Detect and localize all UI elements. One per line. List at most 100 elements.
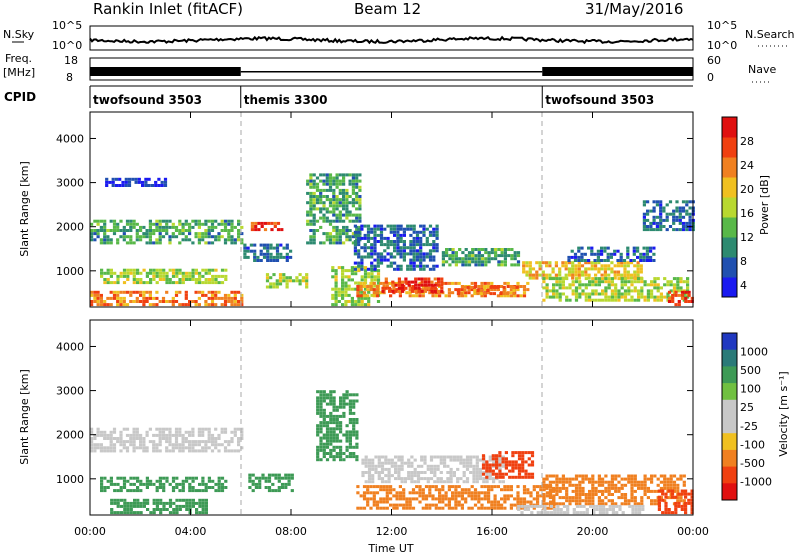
heatmap-cell <box>596 259 600 262</box>
heatmap-cell <box>447 485 451 489</box>
heatmap-cell <box>674 501 678 505</box>
heatmap-cell <box>425 252 429 256</box>
heatmap-cell <box>204 300 208 303</box>
heatmap-cell <box>345 436 349 440</box>
heatmap-cell <box>106 268 110 272</box>
heatmap-cell <box>652 252 656 256</box>
heatmap-cell <box>165 437 169 440</box>
heatmap-cell <box>483 485 487 489</box>
heatmap-cell <box>341 281 345 285</box>
heatmap-cell <box>676 283 680 287</box>
heatmap-cell <box>690 300 694 303</box>
heatmap-cell <box>316 390 320 394</box>
heatmap-cell <box>355 185 359 189</box>
heatmap-cell <box>122 238 126 242</box>
heatmap-cell <box>630 480 634 484</box>
heatmap-cell <box>277 476 281 480</box>
heatmap-cell <box>409 240 413 243</box>
heatmap-cell <box>325 436 330 440</box>
heatmap-cell <box>626 261 630 265</box>
heatmap-cell <box>433 455 437 459</box>
heatmap-cell <box>502 285 506 289</box>
heatmap-cell <box>309 219 313 223</box>
heatmap-cell <box>331 266 335 270</box>
heatmap-cell <box>686 283 690 287</box>
heatmap-cell <box>223 296 228 300</box>
heatmap-cell <box>600 249 604 253</box>
heatmap-cell <box>165 274 169 278</box>
heatmap-cell <box>554 273 558 277</box>
heatmap-cell <box>433 283 437 287</box>
heatmap-cell <box>109 238 113 242</box>
heatmap-cell <box>335 418 339 421</box>
heatmap-cell <box>493 500 497 504</box>
heatmap-cell <box>525 273 529 277</box>
heatmap-cell <box>207 271 211 275</box>
heatmap-cell <box>366 288 370 292</box>
heatmap-cell <box>258 479 262 483</box>
heatmap-cell <box>152 449 156 453</box>
heatmap-cell <box>171 225 175 229</box>
heatmap-cell <box>446 464 450 468</box>
heatmap-cell <box>623 477 628 481</box>
colorbar-tick-label: -25 <box>740 420 758 433</box>
heatmap-cell <box>149 271 153 275</box>
heatmap-cell <box>319 207 323 211</box>
heatmap-cell <box>454 485 458 489</box>
heatmap-cell <box>353 243 357 247</box>
heatmap-cell <box>414 286 418 290</box>
heatmap-cell <box>552 496 556 500</box>
heatmap-cell <box>545 283 549 287</box>
heatmap-cell <box>246 246 250 250</box>
heatmap-cell <box>237 222 241 226</box>
heatmap-cell <box>332 390 336 394</box>
heatmap-cell <box>474 248 478 251</box>
heatmap-cell <box>337 293 341 297</box>
heatmap-cell <box>124 180 128 184</box>
heatmap-cell <box>256 255 260 259</box>
heatmap-cell <box>423 277 428 281</box>
heatmap-cell <box>521 460 525 464</box>
heatmap-cell <box>475 471 479 474</box>
heatmap-cell <box>149 278 153 281</box>
heatmap-cell <box>454 503 458 507</box>
heatmap-cell <box>145 486 149 489</box>
heatmap-cell <box>591 277 595 281</box>
heatmap-cell <box>682 483 686 487</box>
heatmap-cell <box>325 188 329 192</box>
heatmap-cell <box>342 402 346 406</box>
heatmap-cell <box>132 489 136 493</box>
heatmap-cell <box>139 281 143 285</box>
heatmap-cell <box>527 451 531 455</box>
heatmap-cell <box>597 499 601 503</box>
heatmap-cell <box>358 201 362 205</box>
heatmap-cell <box>155 443 159 447</box>
heatmap-cell <box>224 278 228 281</box>
heatmap-cell <box>319 188 323 192</box>
heatmap-cell <box>417 286 421 290</box>
heatmap-cell <box>149 281 153 285</box>
heatmap-cell <box>90 235 94 239</box>
heatmap-cell <box>274 476 278 480</box>
heatmap-cell <box>428 488 432 492</box>
heatmap-cell <box>319 396 323 400</box>
heatmap-cell <box>116 241 120 245</box>
heatmap-cell <box>418 281 422 285</box>
colorbar-tick-label: 1000 <box>740 346 768 359</box>
heatmap-cell <box>355 216 359 220</box>
heatmap-cell <box>155 446 159 450</box>
heatmap-cell <box>195 508 199 511</box>
heatmap-cell <box>561 283 565 287</box>
heatmap-cell <box>552 277 556 281</box>
heatmap-cell <box>578 499 582 503</box>
heatmap-cell <box>136 271 140 275</box>
heatmap-cell <box>649 249 653 253</box>
heatmap-cell <box>109 268 113 272</box>
heatmap-cell <box>433 286 437 290</box>
heatmap-cell <box>100 486 104 489</box>
heatmap-cell <box>168 449 172 453</box>
heatmap-cell <box>397 289 401 293</box>
heatmap-cell <box>243 255 247 259</box>
heatmap-cell <box>652 221 656 225</box>
heatmap-cell <box>191 446 195 450</box>
